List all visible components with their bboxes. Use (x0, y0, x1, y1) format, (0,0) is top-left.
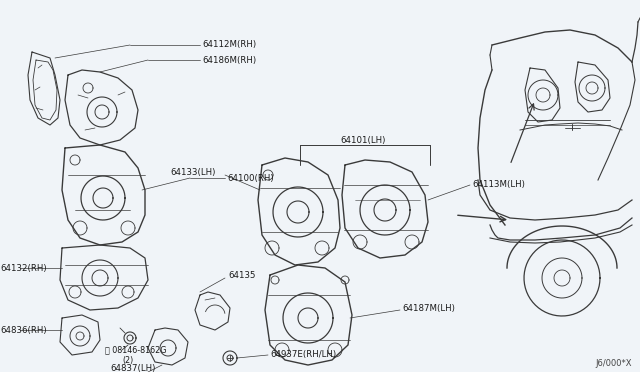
Text: 64112M(RH): 64112M(RH) (202, 41, 256, 49)
Text: 64937E(RH/LH): 64937E(RH/LH) (270, 350, 336, 359)
Text: 64837(LH): 64837(LH) (110, 363, 156, 372)
Text: J6/000*X: J6/000*X (595, 359, 632, 368)
Text: 64836(RH): 64836(RH) (0, 326, 47, 334)
Text: 64100(RH): 64100(RH) (227, 173, 274, 183)
Text: 64132(RH): 64132(RH) (0, 263, 47, 273)
Text: (2): (2) (122, 356, 133, 365)
Text: 64101(LH): 64101(LH) (340, 135, 385, 144)
Text: 64135: 64135 (228, 270, 255, 279)
Text: 64113M(LH): 64113M(LH) (472, 180, 525, 189)
Text: 64187M(LH): 64187M(LH) (402, 304, 455, 312)
Text: Ⓑ 08146-8162G: Ⓑ 08146-8162G (105, 346, 166, 355)
Text: 64186M(RH): 64186M(RH) (202, 55, 256, 64)
Text: 64133(LH): 64133(LH) (170, 169, 216, 177)
